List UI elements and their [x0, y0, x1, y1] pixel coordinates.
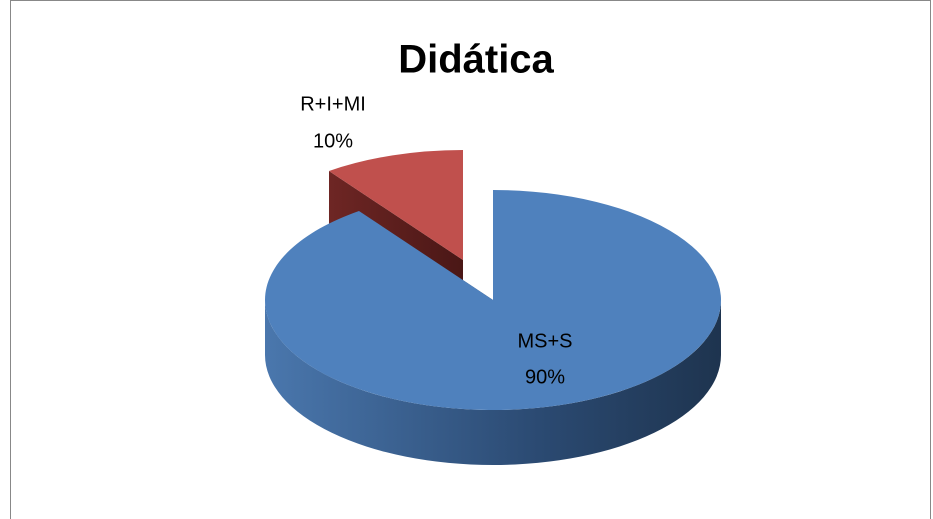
slice-side: [265, 300, 721, 465]
slice-label: R+I+MI: [300, 93, 366, 115]
slice: [328, 150, 463, 260]
slice: [265, 190, 721, 410]
slice-label: MS+S: [517, 330, 572, 352]
chart-border: [10, 0, 931, 519]
slice-value-label: 10%: [313, 130, 353, 152]
pie: [265, 150, 721, 465]
slice-value-label: 90%: [525, 366, 565, 388]
chart-title: Didática: [398, 38, 554, 82]
